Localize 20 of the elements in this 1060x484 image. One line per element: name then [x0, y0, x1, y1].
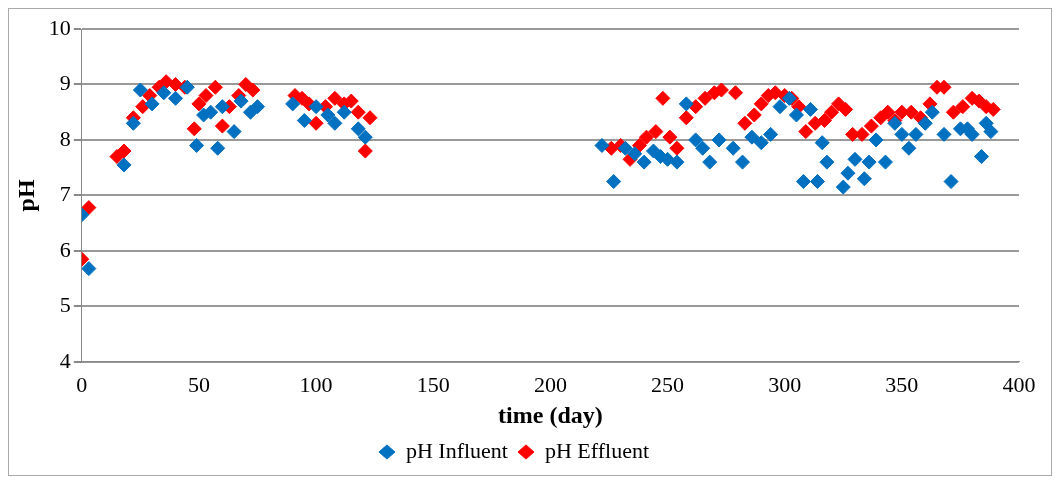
- x-tick-label: 200: [533, 371, 567, 397]
- x-tick-label: 50: [187, 371, 210, 397]
- x-tick-label: 250: [651, 371, 685, 397]
- x-axis-title: time (day): [498, 401, 603, 428]
- x-tick-label: 300: [768, 371, 802, 397]
- y-tick-label: 6: [59, 236, 71, 262]
- y-tick-label: 10: [48, 14, 71, 40]
- y-tick-label: 5: [59, 292, 71, 318]
- y-tick-label: 4: [59, 347, 71, 373]
- y-axis-title: pH: [12, 179, 39, 212]
- y-tick-label: 7: [59, 181, 71, 207]
- legend-label: pH Influent: [405, 437, 508, 463]
- x-tick-label: 150: [416, 371, 450, 397]
- x-tick-label: 350: [885, 371, 919, 397]
- legend-label: pH Effluent: [544, 437, 650, 463]
- x-tick-label: 400: [1002, 371, 1036, 397]
- y-tick-label: 8: [59, 125, 71, 151]
- x-tick-label: 100: [299, 371, 333, 397]
- y-tick-label: 9: [59, 70, 71, 96]
- x-tick-label: 0: [76, 371, 88, 397]
